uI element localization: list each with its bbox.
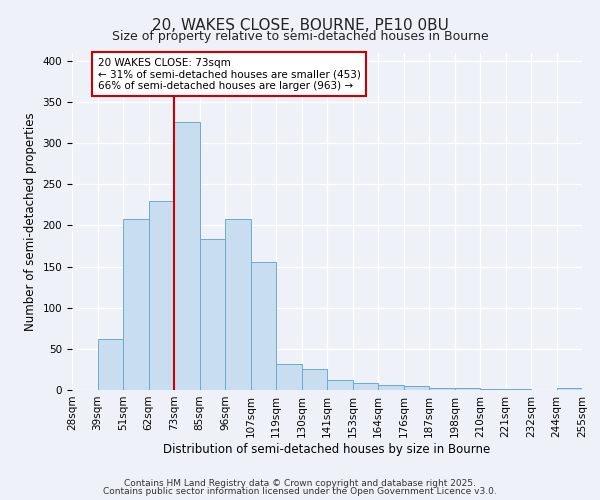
- Bar: [174, 122, 199, 390]
- Text: 20 WAKES CLOSE: 73sqm
← 31% of semi-detached houses are smaller (453)
66% of sem: 20 WAKES CLOSE: 73sqm ← 31% of semi-deta…: [97, 58, 361, 91]
- Bar: [378, 385, 404, 390]
- Bar: [97, 339, 123, 390]
- Bar: [302, 370, 327, 390]
- Text: Size of property relative to semi-detached houses in Bourne: Size of property relative to semi-detach…: [112, 30, 488, 43]
- Y-axis label: Number of semi-detached properties: Number of semi-detached properties: [24, 112, 37, 330]
- Text: Contains public sector information licensed under the Open Government Licence v3: Contains public sector information licen…: [103, 487, 497, 496]
- Bar: [557, 388, 582, 390]
- Bar: [480, 389, 505, 390]
- Bar: [149, 200, 174, 390]
- Bar: [199, 240, 225, 390]
- Bar: [353, 384, 378, 390]
- Bar: [455, 388, 480, 390]
- Text: Contains HM Land Registry data © Crown copyright and database right 2025.: Contains HM Land Registry data © Crown c…: [124, 478, 476, 488]
- Bar: [505, 389, 531, 390]
- Text: 20, WAKES CLOSE, BOURNE, PE10 0BU: 20, WAKES CLOSE, BOURNE, PE10 0BU: [152, 18, 448, 32]
- Bar: [429, 388, 455, 390]
- Bar: [276, 364, 302, 390]
- Bar: [225, 219, 251, 390]
- Bar: [327, 380, 353, 390]
- Bar: [251, 262, 276, 390]
- X-axis label: Distribution of semi-detached houses by size in Bourne: Distribution of semi-detached houses by …: [163, 442, 491, 456]
- Bar: [123, 219, 149, 390]
- Bar: [404, 386, 429, 390]
